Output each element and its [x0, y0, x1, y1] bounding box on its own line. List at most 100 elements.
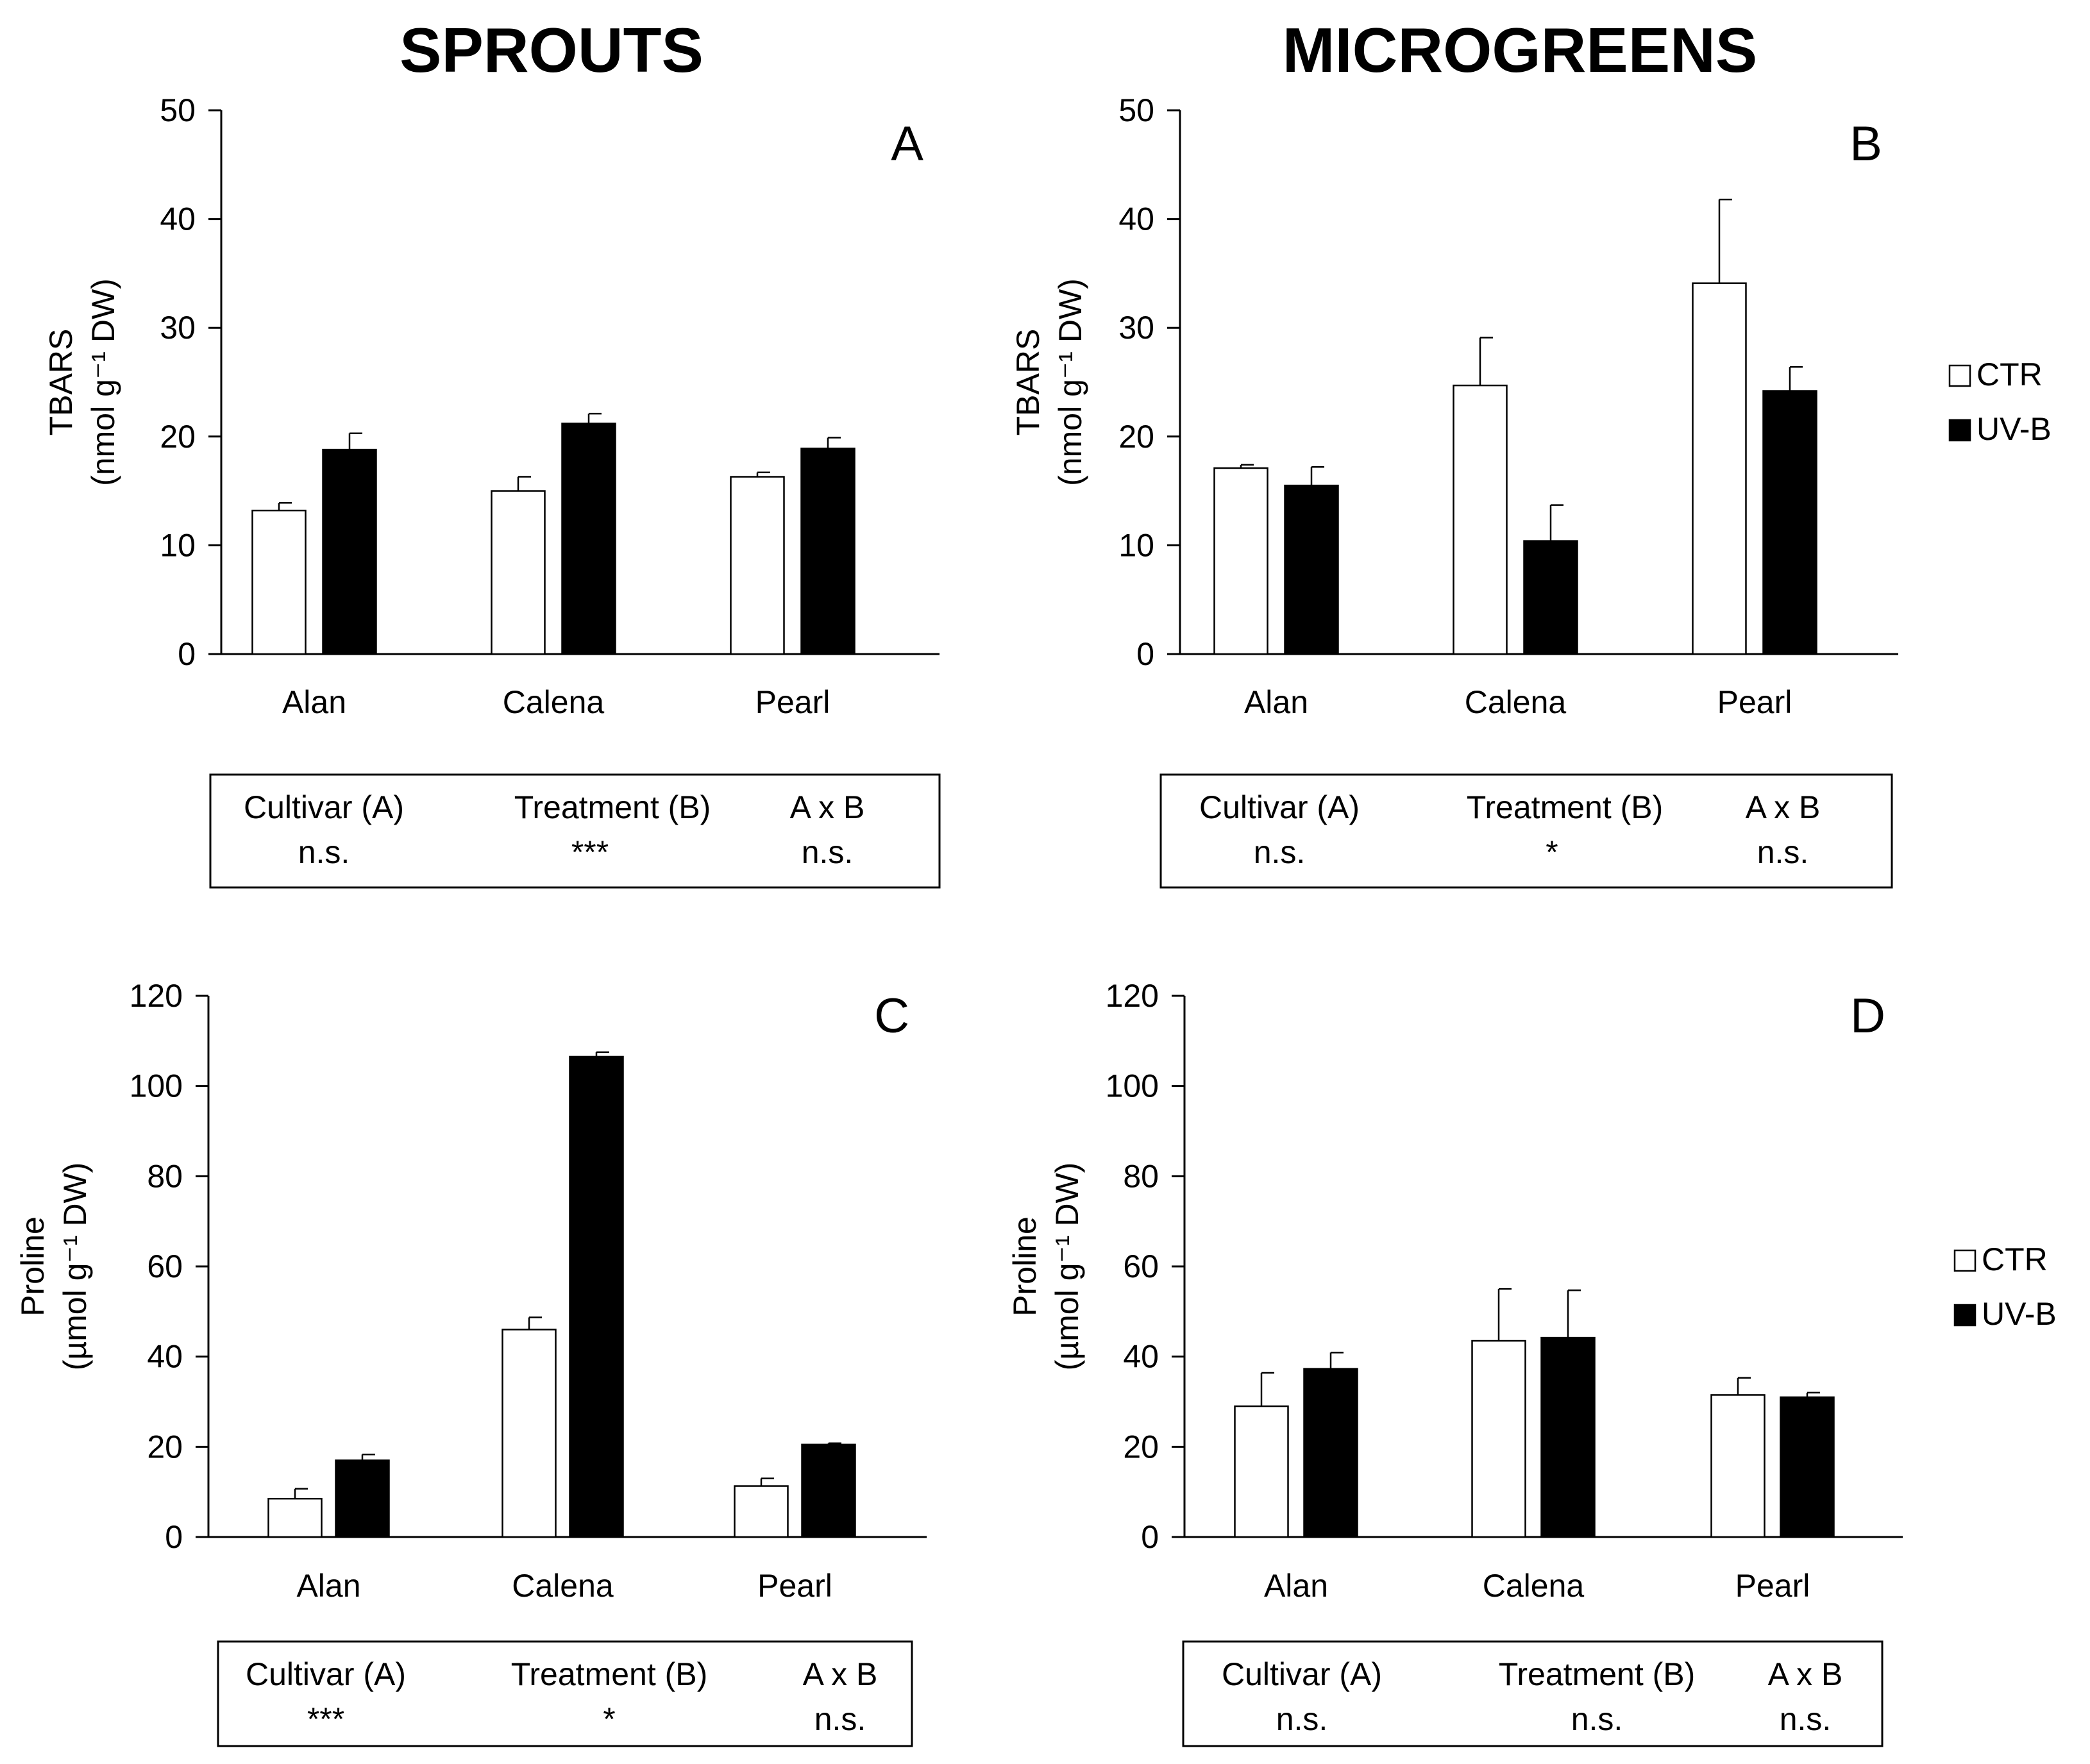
y-axis-label: TBARS — [1010, 329, 1046, 436]
y-tick-label: 20 — [1123, 1429, 1159, 1465]
stats-header: A x B — [1768, 1656, 1843, 1692]
legend-label: UV-B — [1982, 1296, 2057, 1332]
stats-header: Cultivar (A) — [244, 789, 404, 825]
bar-uvb-pearl — [1762, 390, 1817, 655]
chart-panel-c: 0 20 40 60 80 100 120 Proline (µmol g⁻¹ DW) C Alan… — [15, 978, 927, 1747]
y-axis-label: Proline — [1007, 1216, 1043, 1316]
y-tick-label: 50 — [1118, 92, 1154, 128]
bar-ctr-pearl — [730, 476, 785, 655]
bar-ctr-pearl — [1692, 282, 1747, 655]
y-tick-label: 10 — [1118, 527, 1154, 563]
stats-header: Treatment (B) — [511, 1656, 708, 1692]
bar-ctr-alan — [1213, 467, 1268, 655]
y-tick-label: 40 — [160, 201, 196, 237]
bar-ctr-calena — [491, 490, 546, 655]
bar-uvb-alan — [1284, 484, 1339, 655]
category-label-calena: Calena — [512, 1568, 614, 1604]
panel-letter: A — [891, 117, 923, 171]
bar-uvb-calena — [1523, 540, 1578, 655]
stats-header: A x B — [790, 789, 865, 825]
y-tick-label: 120 — [1106, 978, 1159, 1014]
y-tick-label: 60 — [147, 1248, 183, 1284]
stats-value: *** — [307, 1701, 344, 1737]
legend-swatch — [1948, 419, 1971, 442]
column-title-sprouts: SPROUTS — [400, 15, 704, 85]
bar-ctr-alan — [267, 1497, 323, 1538]
y-tick-label: 30 — [160, 310, 196, 346]
legend: CTR UV-B — [1948, 357, 2052, 447]
bar-ctr-alan — [251, 509, 307, 655]
category-label-pearl: Pearl — [757, 1568, 832, 1604]
y-tick-label: 0 — [1141, 1519, 1159, 1555]
legend-swatch — [1953, 1304, 1976, 1327]
chart-panel-a: 0 10 20 30 40 50 TBARS (nmol g⁻¹ DW) A Alan Calena… — [43, 92, 941, 889]
y-axis-label: TBARS — [43, 329, 79, 436]
stats-header: Treatment (B) — [1467, 789, 1664, 825]
bar-uvb-alan — [1303, 1368, 1358, 1538]
chart-panel-b: 0 10 20 30 40 50 TBARS (nmol g⁻¹ DW) B Alan Calena… — [1010, 92, 1898, 889]
y-axis-unit-label: (nmol g⁻¹ DW) — [1052, 278, 1088, 486]
stats-box — [209, 773, 941, 889]
y-tick-label: 0 — [1136, 636, 1154, 672]
category-label-pearl: Pearl — [1735, 1568, 1810, 1604]
bar-ctr-calena — [1453, 384, 1508, 655]
stats-header: Cultivar (A) — [246, 1656, 406, 1692]
y-axis-unit-label: (µmol g⁻¹ DW) — [1049, 1163, 1085, 1371]
stats-value: n.s. — [1757, 834, 1809, 870]
legend-swatch — [1948, 364, 1971, 387]
bar-ctr-calena — [1471, 1340, 1526, 1538]
bar-uvb-alan — [335, 1459, 390, 1538]
stats-header: Treatment (B) — [514, 789, 711, 825]
category-label-calena: Calena — [1465, 684, 1567, 720]
bar-ctr-pearl — [1710, 1394, 1766, 1538]
stats-header: Cultivar (A) — [1222, 1656, 1382, 1692]
stats-header: Treatment (B) — [1499, 1656, 1696, 1692]
bar-ctr-alan — [1234, 1405, 1289, 1538]
category-label-alan: Alan — [296, 1568, 360, 1604]
legend-label: CTR — [1976, 357, 2043, 392]
panel-letter: D — [1850, 989, 1885, 1043]
y-tick-label: 120 — [130, 978, 183, 1014]
chart-panel-d: 0 20 40 60 80 100 120 Proline (µmol g⁻¹ DW) D Alan… — [1007, 978, 1903, 1747]
stats-value: n.s. — [1571, 1701, 1623, 1737]
stats-value: n.s. — [802, 834, 854, 870]
column-title-microgreens: MICROGREENS — [1283, 15, 1758, 85]
bar-uvb-pearl — [1780, 1396, 1835, 1538]
stats-value: n.s. — [1276, 1701, 1328, 1737]
legend-label: UV-B — [1976, 411, 2052, 447]
category-label-calena: Calena — [1483, 1568, 1585, 1604]
stats-box — [217, 1640, 913, 1747]
y-axis-unit-label: (µmol g⁻¹ DW) — [57, 1163, 93, 1371]
y-tick-label: 20 — [160, 419, 196, 455]
y-tick-label: 80 — [147, 1158, 183, 1194]
legend-label: CTR — [1982, 1241, 2048, 1277]
y-tick-label: 20 — [1118, 419, 1154, 455]
bar-uvb-alan — [322, 448, 377, 655]
y-tick-label: 40 — [1118, 201, 1154, 237]
panel-letter: B — [1850, 117, 1882, 171]
stats-box — [1159, 773, 1893, 889]
y-axis-label: Proline — [15, 1216, 51, 1316]
y-tick-label: 60 — [1123, 1248, 1159, 1284]
y-tick-label: 100 — [1106, 1068, 1159, 1104]
y-tick-label: 20 — [147, 1429, 183, 1465]
bar-uvb-calena — [561, 423, 616, 655]
y-tick-label: 0 — [165, 1519, 183, 1555]
y-axis-unit-label: (nmol g⁻¹ DW) — [85, 278, 121, 486]
category-label-pearl: Pearl — [755, 684, 830, 720]
category-label-calena: Calena — [503, 684, 605, 720]
legend: CTR UV-B — [1953, 1241, 2057, 1332]
stats-value: n.s. — [298, 834, 350, 870]
bar-ctr-pearl — [734, 1485, 789, 1538]
category-label-alan: Alan — [282, 684, 346, 720]
legend-swatch — [1953, 1249, 1976, 1272]
y-tick-label: 80 — [1123, 1158, 1159, 1194]
panel-letter: C — [874, 989, 909, 1043]
y-tick-label: 30 — [1118, 310, 1154, 346]
y-tick-label: 50 — [160, 92, 196, 128]
category-label-pearl: Pearl — [1717, 684, 1792, 720]
stats-value: n.s. — [1254, 834, 1306, 870]
category-label-alan: Alan — [1244, 684, 1308, 720]
y-tick-label: 0 — [178, 636, 196, 672]
